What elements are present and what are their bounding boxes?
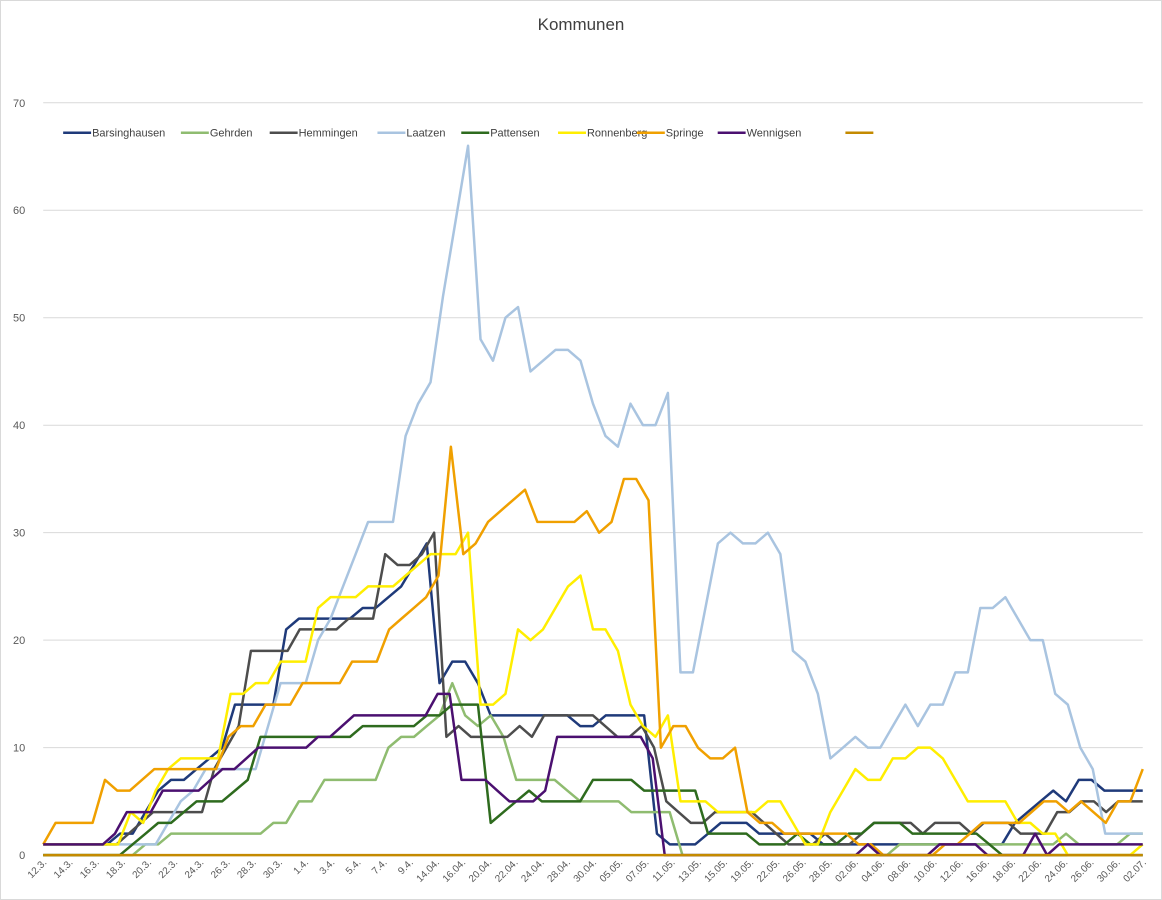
- y-tick-label: 0: [19, 850, 25, 862]
- x-tick-label: 13.05.: [676, 857, 703, 884]
- x-tick-label: 26.06.: [1069, 857, 1096, 884]
- x-tick-label: 08.06.: [886, 857, 913, 884]
- x-tick-label: 07.05.: [624, 857, 651, 884]
- legend-label: Barsinghausen: [92, 128, 165, 140]
- x-tick-label: 30.3.: [261, 857, 284, 880]
- y-axis-ticks: 0 10 20 30 40 50 60 70: [13, 98, 25, 862]
- x-tick-label: 28.05.: [807, 857, 834, 884]
- x-tick-label: 05.05.: [598, 857, 625, 884]
- x-tick-label: 04.06.: [860, 857, 887, 884]
- legend: Barsinghausen Gehrden Hemmingen Laatzen Patt…: [63, 128, 874, 140]
- y-tick-label: 50: [13, 313, 25, 325]
- x-tick-label: 18.3.: [104, 857, 127, 880]
- x-tick-label: 22.04.: [493, 857, 520, 884]
- x-tick-label: 10.06.: [912, 857, 939, 884]
- x-tick-label: 24.06.: [1043, 857, 1070, 884]
- legend-label: Hemmingen: [299, 128, 358, 140]
- x-tick-label: 12.06.: [938, 857, 965, 884]
- legend-label: Laatzen: [406, 128, 445, 140]
- x-tick-label: 26.3.: [209, 857, 232, 880]
- series-line-hemmingen: [43, 531, 1143, 846]
- x-tick-label: 28.04.: [546, 857, 573, 884]
- series-line-wennigsen: [43, 692, 1143, 857]
- gridlines: [43, 102, 1143, 856]
- x-tick-label: 12.3.: [26, 857, 49, 880]
- x-tick-label: 16.06.: [964, 857, 991, 884]
- x-tick-label: 20.3.: [131, 857, 154, 880]
- x-tick-label: 24.3.: [183, 857, 206, 880]
- x-tick-label: 02.06.: [834, 857, 861, 884]
- x-tick-label: 7.4.: [370, 857, 390, 877]
- x-tick-label: 3.4.: [318, 857, 338, 877]
- y-tick-label: 10: [13, 743, 25, 755]
- x-tick-label: 22.3.: [157, 857, 180, 880]
- x-tick-label: 20.04.: [467, 857, 494, 884]
- series-lines: [42, 144, 1144, 857]
- legend-label: Ronnenberg: [587, 128, 647, 140]
- x-tick-label: 18.06.: [991, 857, 1018, 884]
- x-tick-label: 19.05.: [729, 857, 756, 884]
- x-tick-label: 16.3.: [78, 857, 101, 880]
- legend-label: Gehrden: [210, 128, 253, 140]
- x-tick-label: 14.04.: [415, 857, 442, 884]
- series-line-pattensen: [43, 703, 1143, 857]
- x-tick-label: 14.3.: [52, 857, 75, 880]
- y-tick-label: 60: [13, 205, 25, 217]
- y-tick-label: 70: [13, 98, 25, 110]
- x-tick-label: 22.06.: [1017, 857, 1044, 884]
- x-tick-label: 22.05.: [755, 857, 782, 884]
- legend-label: Pattensen: [490, 128, 539, 140]
- x-tick-label: 24.04.: [519, 857, 546, 884]
- chart-title: Kommunen: [538, 15, 625, 34]
- x-tick-label: 30.06.: [1095, 857, 1122, 884]
- series-line-ronnenberg: [43, 531, 1144, 857]
- x-tick-label: 28.3.: [235, 857, 258, 880]
- x-tick-label: 11.05.: [651, 857, 678, 884]
- y-tick-label: 40: [13, 420, 25, 432]
- x-tick-label: 30.04.: [572, 857, 599, 884]
- x-tick-label: 9.4.: [396, 857, 416, 877]
- legend-label: Springe: [666, 128, 704, 140]
- y-tick-label: 30: [13, 528, 25, 540]
- x-tick-label: 15.05.: [703, 857, 730, 884]
- x-tick-label: 16.04.: [441, 857, 468, 884]
- series-line-springe: [42, 445, 1144, 857]
- x-axis-ticks: 12.3. 14.3. 16.3. 18.3. 20.3. 22.3. 24.3. 26.3.…: [26, 857, 1149, 884]
- x-tick-label: 02.07.: [1121, 857, 1148, 884]
- y-tick-label: 20: [13, 635, 25, 647]
- legend-label: Wennigsen: [747, 128, 802, 140]
- x-tick-label: 26.05.: [781, 857, 808, 884]
- series-line-laatzen: [43, 144, 1143, 846]
- series-line-barsinghausen: [43, 542, 1143, 846]
- x-tick-label: 5.4.: [344, 857, 364, 877]
- x-tick-label: 1.4.: [292, 857, 312, 877]
